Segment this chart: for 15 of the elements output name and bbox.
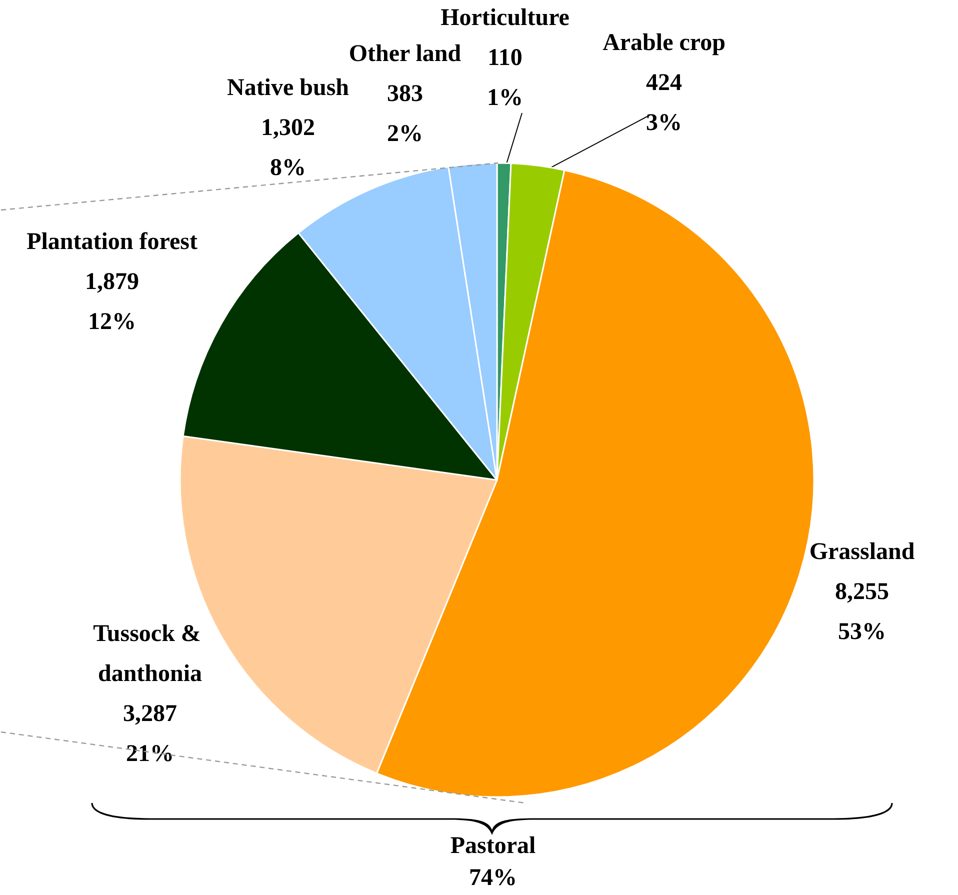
data-label: 110 1% bbox=[487, 45, 523, 111]
slice-label: Other land bbox=[348, 41, 462, 67]
data-label: 8,255 53% bbox=[835, 579, 889, 645]
slice-label: Tussock & danthonia bbox=[93, 621, 207, 687]
data-label: 3,287 21% bbox=[123, 701, 177, 767]
data-label: 383 2% bbox=[387, 81, 423, 147]
data-label: 424 3% bbox=[646, 70, 682, 136]
text: Pastoral 74% bbox=[450, 833, 536, 891]
slice-label: Arable crop bbox=[602, 30, 726, 56]
slice-label: Native bush bbox=[226, 75, 350, 101]
slice-label: Plantation forest bbox=[26, 229, 198, 255]
data-label: 1,302 8% bbox=[261, 115, 315, 181]
slice-label: Horticulture bbox=[440, 5, 570, 31]
data-label: 1,879 12% bbox=[85, 269, 139, 335]
slice-label: Grassland bbox=[809, 539, 916, 565]
